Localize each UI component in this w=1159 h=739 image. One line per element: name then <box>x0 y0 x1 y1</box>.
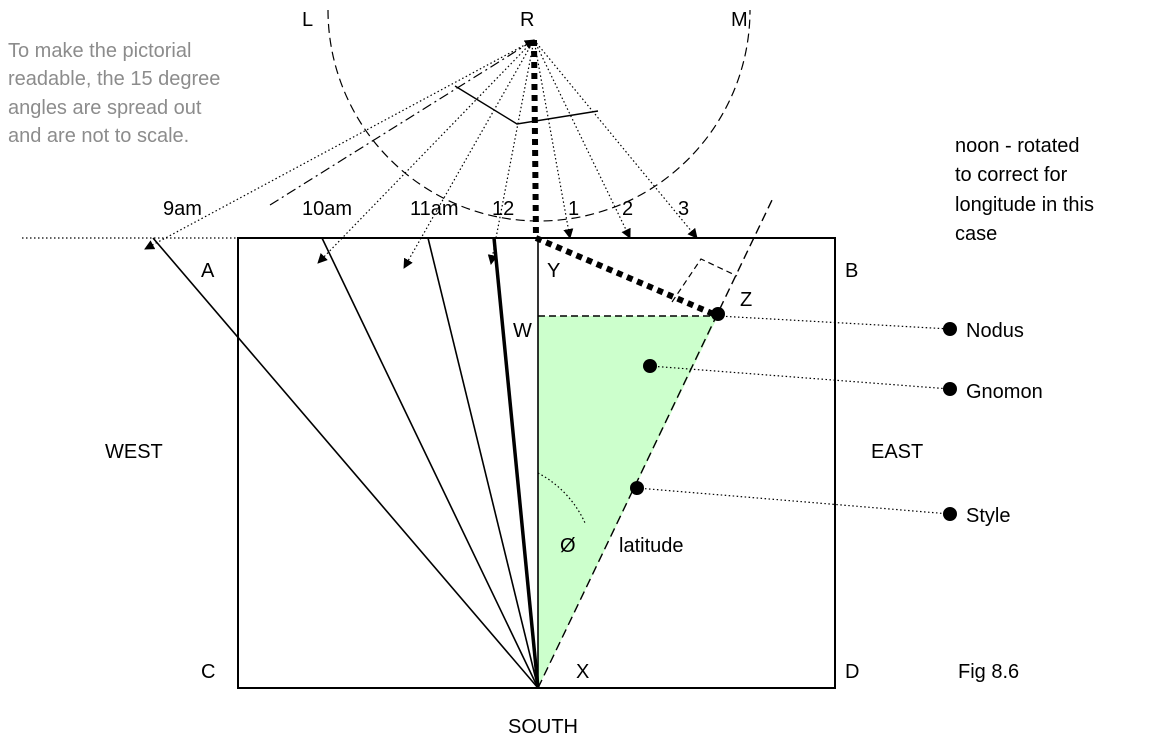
note-line-4: and are not to scale. <box>8 125 189 147</box>
arc-label-m: M <box>731 9 748 31</box>
y-z-line <box>534 235 720 319</box>
corner-d: D <box>845 661 859 683</box>
nodus-leader <box>717 315 951 330</box>
hour-arc <box>327 9 751 222</box>
style-line <box>537 197 774 689</box>
direction-west: WEST <box>105 441 163 463</box>
angle-symbol: Ø <box>560 535 576 557</box>
hour-label-3: 3 <box>678 198 689 220</box>
corner-c: C <box>201 661 215 683</box>
callout-gnomon: Gnomon <box>966 381 1043 403</box>
direction-south: SOUTH <box>508 716 578 738</box>
right-angle-marker <box>671 258 738 303</box>
callout-nodus: Nodus <box>966 320 1024 342</box>
style-point <box>630 481 644 495</box>
hour-line-11am <box>427 237 539 689</box>
ray-2 <box>533 39 631 239</box>
ray-12 <box>487 39 535 265</box>
ray-1 <box>533 39 574 239</box>
hour-label-12: 12 <box>492 198 514 220</box>
callout-style: Style <box>966 505 1010 527</box>
hour-label-10am: 10am <box>302 198 352 220</box>
hour-line-9am <box>152 237 539 689</box>
noon-note-line-1: noon - rotated <box>955 135 1080 157</box>
point-z: Z <box>740 289 752 311</box>
nodus-point <box>711 307 725 321</box>
angle-label: latitude <box>619 535 684 557</box>
ray-10am <box>317 39 535 264</box>
corner-b: B <box>845 260 858 282</box>
ray-11am <box>403 39 535 269</box>
style-end-dot <box>943 507 957 521</box>
note-pointer <box>269 39 535 206</box>
arc-label-l: L <box>302 9 313 31</box>
ray-3 <box>533 39 698 239</box>
hour-label-1: 1 <box>568 198 579 220</box>
hour-line-10am <box>321 237 539 689</box>
nodus-end-dot <box>943 322 957 336</box>
noon-note-line-4: case <box>955 223 997 245</box>
hour-line-12 <box>492 237 540 689</box>
point-x: X <box>576 661 589 683</box>
note-line-1: To make the pictorial <box>8 40 191 62</box>
ray-9am <box>144 39 535 250</box>
gnomon-leader <box>649 365 951 390</box>
hour-rays <box>144 39 698 269</box>
point-y: Y <box>547 260 560 282</box>
hour-label-9am: 9am <box>163 198 202 220</box>
angle-bracket <box>454 85 599 125</box>
arc-label-r: R <box>520 9 534 31</box>
direction-east: EAST <box>871 441 923 463</box>
hour-label-11am: 11am <box>410 198 459 220</box>
note-line-3: angles are spread out <box>8 97 202 119</box>
gnomon-point <box>643 359 657 373</box>
figure-label: Fig 8.6 <box>958 661 1019 683</box>
hour-label-2: 2 <box>622 198 633 220</box>
r-y-line <box>531 39 539 239</box>
gnomon-end-dot <box>943 382 957 396</box>
style-leader <box>636 487 951 515</box>
corner-a: A <box>201 260 215 282</box>
hour-lines <box>152 237 540 689</box>
point-w: W <box>513 320 532 342</box>
noon-note-line-3: longitude in this <box>955 194 1094 216</box>
note-line-2: readable, the 15 degree <box>8 68 220 90</box>
noon-note-line-2: to correct for <box>955 164 1068 186</box>
